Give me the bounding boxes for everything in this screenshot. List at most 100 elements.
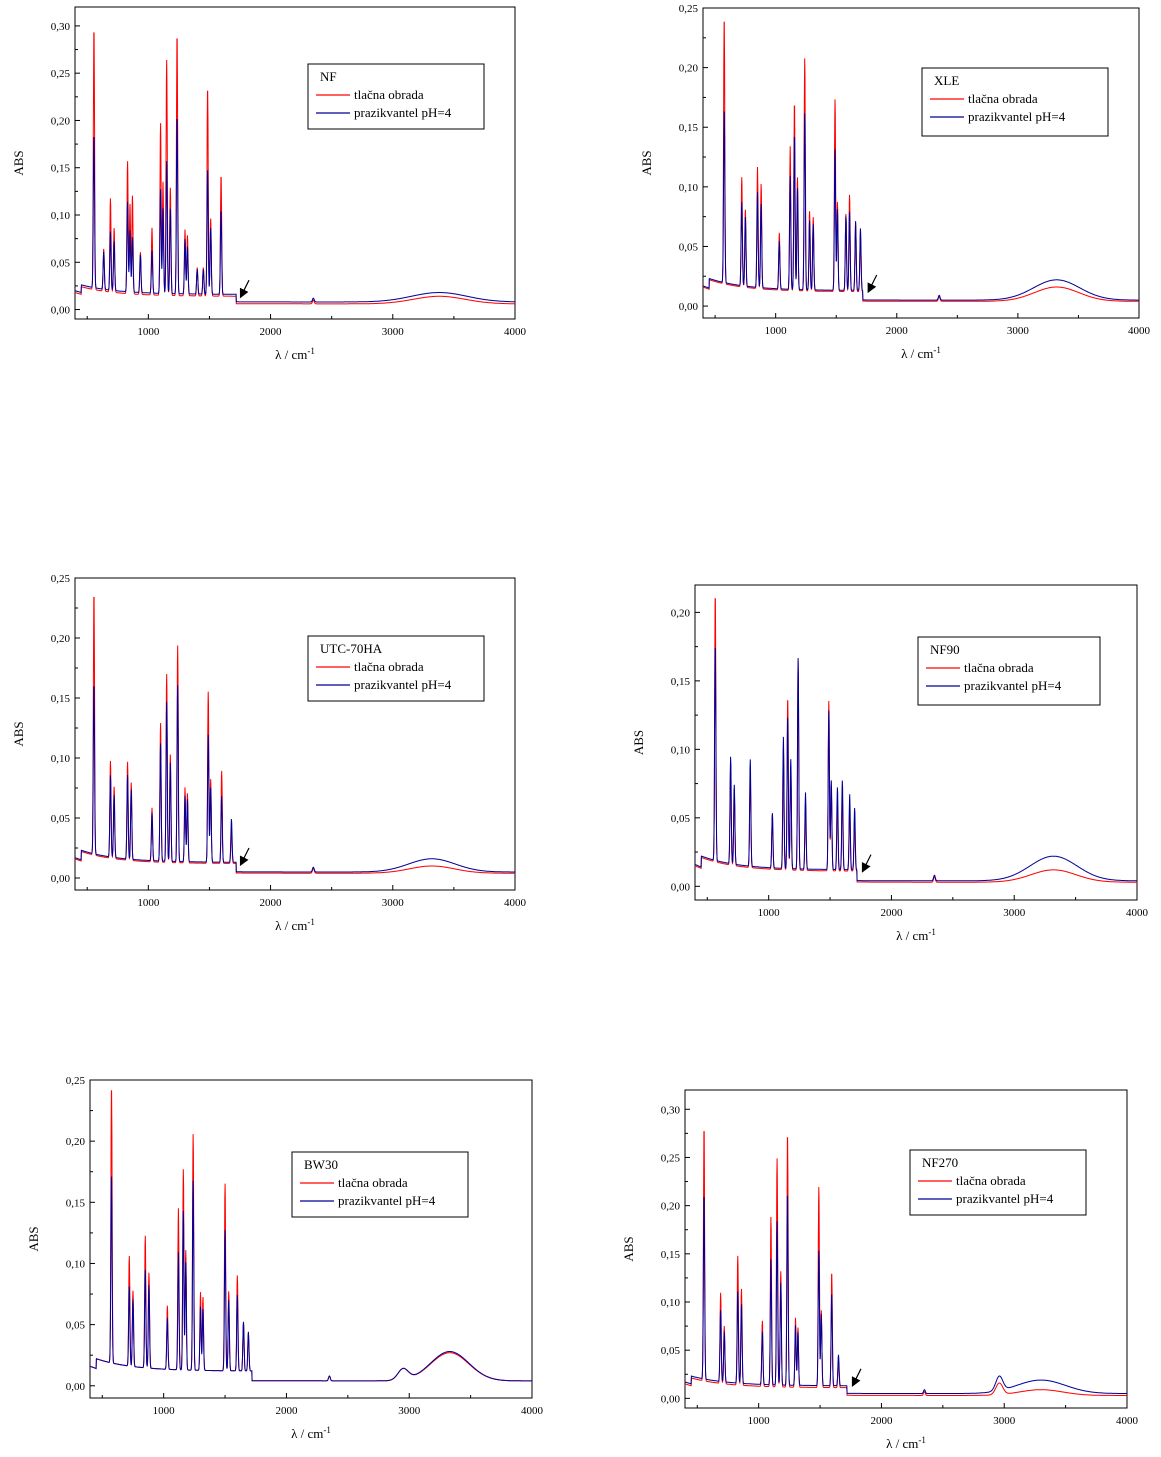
plot-frame <box>694 584 1138 901</box>
y-tick-label: 0,05 <box>679 241 699 253</box>
y-tick-label: 0,30 <box>51 21 71 33</box>
y-tick-label: 0,10 <box>51 210 71 222</box>
y-tick-label: 0,05 <box>51 813 71 825</box>
series-line-blue <box>75 685 515 873</box>
legend-title: UTC-70HA <box>320 641 383 656</box>
x-axis-title: λ / cm-1 <box>901 345 941 361</box>
legend-box <box>917 636 1101 706</box>
legend-label: prazikvantel pH=4 <box>354 105 452 120</box>
y-tick-label: 0,25 <box>66 1075 86 1087</box>
series-line-red <box>703 21 1139 302</box>
plot-frame <box>684 1089 1128 1409</box>
y-tick-label: 0,10 <box>66 1258 86 1270</box>
y-tick-label: 0,20 <box>679 63 699 75</box>
x-tick-label: 4000 <box>521 1405 544 1417</box>
x-tick-label: 3000 <box>382 326 405 338</box>
x-tick-label: 1000 <box>137 326 160 338</box>
arrow-annotation <box>239 279 250 299</box>
chart-panel-4: 1000 2000 3000 4000 0,00 0,05 0,10 0,15 0,20 λ / … <box>631 584 1149 943</box>
x-axis-title-exponent: -1 <box>307 917 315 927</box>
x-tick-label: 4000 <box>1126 907 1149 919</box>
y-tick-label: 0,10 <box>679 182 699 194</box>
x-tick-label: 2000 <box>880 907 903 919</box>
y-tick-label: 0,20 <box>51 115 71 127</box>
series-line-red <box>90 1089 532 1382</box>
y-tick-label: 0,00 <box>51 873 71 885</box>
y-tick-label: 0,05 <box>51 257 71 269</box>
x-tick-label: 3000 <box>1007 325 1030 337</box>
x-tick-label: 4000 <box>1128 325 1151 337</box>
y-axis-title: ABS <box>639 150 654 175</box>
legend-title: NF <box>320 69 337 84</box>
legend-label: prazikvantel pH=4 <box>964 678 1062 693</box>
y-axis-title: ABS <box>621 1236 636 1261</box>
legend-box <box>909 1149 1087 1216</box>
x-tick-label: 3000 <box>382 897 405 909</box>
y-tick-label: 0,10 <box>51 753 71 765</box>
legend-label: tlačna obrada <box>968 91 1038 106</box>
y-axis-title: ABS <box>631 730 646 755</box>
legend-label: prazikvantel pH=4 <box>338 1193 436 1208</box>
legend-label: tlačna obrada <box>956 1173 1026 1188</box>
y-tick-label: 0,15 <box>66 1197 86 1209</box>
x-axis-title: λ / cm-1 <box>886 1435 926 1451</box>
legend-title: BW30 <box>304 1157 338 1172</box>
x-axis-title: λ / cm-1 <box>291 1425 331 1441</box>
x-tick-label: 1000 <box>137 897 160 909</box>
plot-frame <box>74 577 516 891</box>
legend-label: prazikvantel pH=4 <box>354 677 452 692</box>
y-tick-label: 0,20 <box>51 633 71 645</box>
y-tick-label: 0,00 <box>671 881 691 893</box>
legend-label: prazikvantel pH=4 <box>956 1191 1054 1206</box>
chart-panel-3: 1000 2000 3000 4000 0,00 0,05 0,10 0,15 0,20 0,25… <box>11 573 527 933</box>
x-tick-label: 4000 <box>504 326 527 338</box>
arrow-annotation <box>861 854 872 873</box>
series-line-blue <box>703 111 1139 301</box>
x-tick-label: 1000 <box>153 1405 176 1417</box>
x-axis-title: λ / cm-1 <box>275 346 315 362</box>
plot-frame <box>74 6 516 320</box>
legend-label: tlačna obrada <box>354 659 424 674</box>
x-tick-label: 3000 <box>993 1415 1016 1427</box>
legend-label: tlačna obrada <box>354 87 424 102</box>
y-tick-label: 0,20 <box>66 1136 86 1148</box>
legend-label: prazikvantel pH=4 <box>968 109 1066 124</box>
x-tick-label: 2000 <box>275 1405 298 1417</box>
y-tick-label: 0,25 <box>661 1152 681 1164</box>
series-line-blue <box>695 647 1137 882</box>
series-line-red <box>75 597 515 874</box>
y-tick-label: 0,30 <box>661 1104 681 1116</box>
x-axis-title-exponent: -1 <box>307 346 315 356</box>
series-line-blue <box>75 119 515 303</box>
x-axis-title: λ / cm-1 <box>896 927 936 943</box>
plot-frame <box>702 7 1140 319</box>
legend-title: XLE <box>934 73 959 88</box>
plot-frame <box>89 1079 533 1399</box>
y-axis-title: ABS <box>11 721 26 746</box>
y-tick-label: 0,15 <box>671 676 691 688</box>
x-tick-label: 2000 <box>260 326 283 338</box>
x-axis-title: λ / cm-1 <box>275 917 315 933</box>
series-line-red <box>695 598 1137 883</box>
series-line-red <box>75 32 515 305</box>
arrow-annotation <box>851 1368 862 1387</box>
x-axis-title-exponent: -1 <box>928 927 936 937</box>
y-tick-label: 0,05 <box>671 813 691 825</box>
y-tick-label: 0,15 <box>679 122 699 134</box>
y-tick-label: 0,20 <box>661 1201 681 1213</box>
y-tick-label: 0,15 <box>51 163 71 175</box>
y-tick-label: 0,10 <box>671 744 691 756</box>
chart-panel-2: 1000 2000 3000 4000 0,00 0,05 0,10 0,15 0,20 0,25… <box>639 3 1151 361</box>
x-tick-label: 1000 <box>765 325 788 337</box>
x-tick-label: 4000 <box>504 897 527 909</box>
arrow-annotation <box>239 847 250 867</box>
series-line-blue <box>90 1176 532 1382</box>
legend-box <box>291 1151 469 1218</box>
legend-title: NF90 <box>930 642 960 657</box>
y-tick-label: 0,00 <box>66 1381 86 1393</box>
x-tick-label: 3000 <box>1003 907 1026 919</box>
legend-label: tlačna obrada <box>964 660 1034 675</box>
x-axis-title-exponent: -1 <box>323 1425 331 1435</box>
y-tick-label: 0,00 <box>661 1393 681 1405</box>
y-tick-label: 0,05 <box>66 1320 86 1332</box>
